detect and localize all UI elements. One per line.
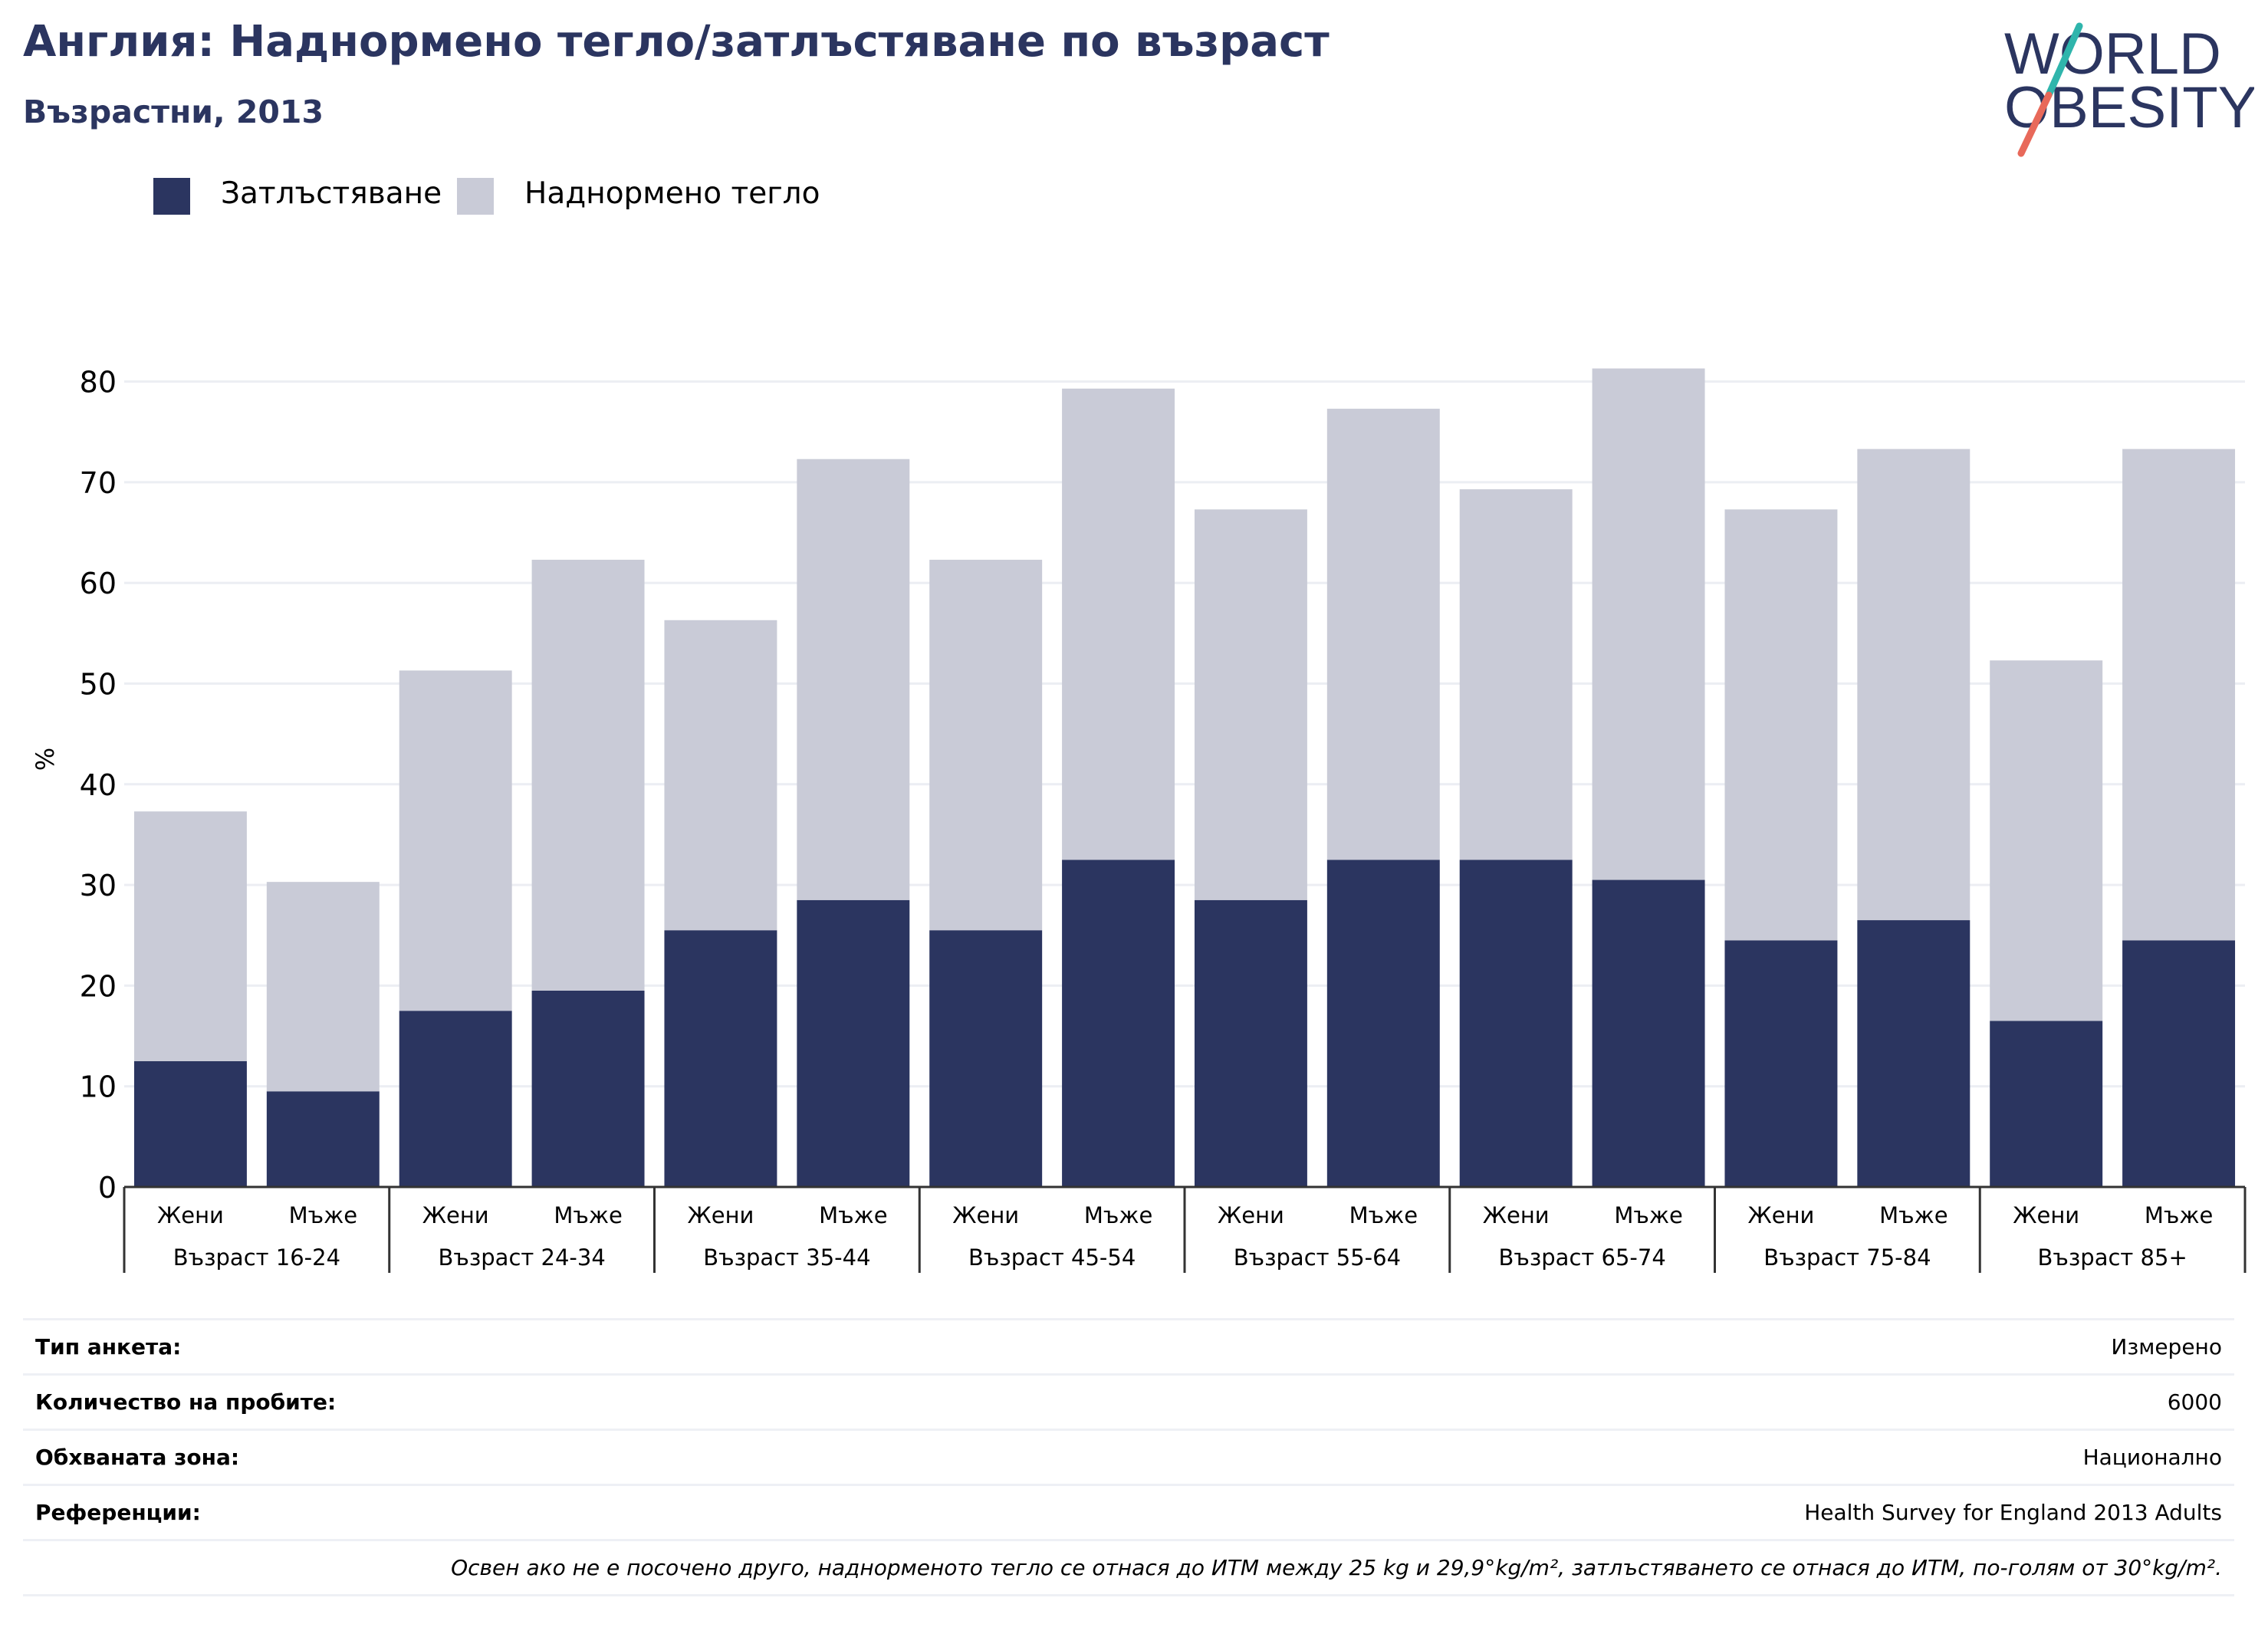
- bar-obesity: [399, 1011, 512, 1187]
- y-tick-label: 80: [80, 366, 117, 399]
- x-tick-label-sex: Мъже: [819, 1202, 887, 1228]
- legend-swatch-overweight: [457, 178, 494, 215]
- x-tick-label-sex: Мъже: [2145, 1202, 2213, 1228]
- y-axis-label: %: [31, 748, 60, 771]
- info-label: Обхваната зона:: [23, 1429, 961, 1485]
- logo-slash-teal: [2045, 22, 2083, 99]
- info-row-footnote: Освен ако не е посочено друго, наднормен…: [23, 1539, 2234, 1596]
- info-value: 6000: [960, 1373, 2234, 1430]
- legend-label-overweight: Наднормено тегло: [524, 176, 820, 211]
- info-value: Health Survey for England 2013 Adults: [960, 1484, 2234, 1540]
- page-subtitle: Възрастни, 2013: [23, 94, 324, 130]
- info-row-survey-type: Тип анкета: Измерено: [23, 1318, 2234, 1375]
- bar-overweight: [1459, 489, 1573, 860]
- x-tick-label-sex: Жени: [1483, 1202, 1550, 1228]
- info-row-references: Референции: Health Survey for England 20…: [23, 1484, 2234, 1540]
- bar-obesity: [1326, 860, 1440, 1187]
- x-tick-label-sex: Жени: [157, 1202, 224, 1228]
- info-row-sample-size: Количество на пробите: 6000: [23, 1373, 2234, 1430]
- logo-text-world: WORLD: [2004, 21, 2221, 87]
- bar-overweight: [1592, 368, 1705, 880]
- bar-obesity: [929, 930, 1043, 1187]
- bar-overweight: [266, 882, 380, 1092]
- y-tick-label: 10: [80, 1070, 117, 1104]
- x-group-label: Възраст 24-34: [438, 1244, 605, 1271]
- x-tick-label-sex: Жени: [422, 1202, 489, 1228]
- bar-overweight: [2122, 449, 2236, 941]
- bar-obesity: [133, 1060, 247, 1187]
- x-group-label: Възраст 45-54: [968, 1244, 1136, 1271]
- x-group-label: Възраст 75-84: [1763, 1244, 1931, 1271]
- x-tick-label-sex: Жени: [1218, 1202, 1284, 1228]
- info-row-coverage: Обхваната зона: Национално: [23, 1429, 2234, 1485]
- x-tick-label-sex: Мъже: [554, 1202, 622, 1228]
- bar-obesity: [1459, 860, 1573, 1187]
- bar-obesity: [1592, 879, 1705, 1187]
- x-tick-label-sex: Мъже: [1879, 1202, 1948, 1228]
- x-tick-label-sex: Мъже: [1349, 1202, 1418, 1228]
- x-tick-label-sex: Жени: [1747, 1202, 1814, 1228]
- y-tick-label: 50: [80, 668, 117, 702]
- page-title: Англия: Наднормено тегло/затлъстяване по…: [23, 17, 1330, 67]
- stacked-bar-chart: 0 10 20 30 40 50 60 70 80% Жени Мъже Жени Мъже Жени Мъ…: [31, 366, 2247, 1273]
- y-tick-label: 30: [80, 869, 117, 902]
- bar-overweight: [1990, 660, 2103, 1021]
- info-label: Количество на пробите:: [23, 1373, 961, 1430]
- info-label: Референции:: [23, 1484, 961, 1540]
- bar-obesity: [664, 930, 777, 1187]
- world-obesity-logo: WORLD OBESITY: [2004, 21, 2254, 157]
- y-tick-label: 60: [80, 567, 117, 600]
- y-tick-label: 40: [80, 768, 117, 802]
- x-group-label: Възраст 16-24: [173, 1244, 340, 1271]
- bar-obesity: [1724, 940, 1838, 1187]
- y-tick-label: 0: [98, 1171, 117, 1205]
- x-tick-label-sex: Мъже: [1084, 1202, 1152, 1228]
- legend-label-obesity: Затлъстяване: [221, 176, 442, 211]
- bar-overweight: [399, 670, 512, 1011]
- y-tick-label: 20: [80, 969, 117, 1003]
- x-group-label: Възраст 65-74: [1498, 1244, 1665, 1271]
- bar-obesity: [1194, 899, 1307, 1187]
- bar-overweight: [1062, 388, 1175, 860]
- bar-overweight: [1857, 449, 1971, 921]
- survey-info-table: Тип анкета: Измерено Количество на проби…: [23, 1318, 2234, 1596]
- x-group-label: Възраст 35-44: [703, 1244, 870, 1271]
- info-label: Тип анкета:: [23, 1318, 961, 1375]
- footnote: Освен ако не е посочено друго, наднормен…: [23, 1539, 2234, 1596]
- bar-obesity: [531, 990, 645, 1187]
- x-tick-label-sex: Мъже: [289, 1202, 357, 1228]
- logo-slash-coral: [2017, 91, 2053, 157]
- bar-overweight: [664, 620, 777, 931]
- x-tick-label-sex: Жени: [2013, 1202, 2079, 1228]
- x-group-label: Възраст 85+: [2038, 1244, 2187, 1271]
- bar-overweight: [1326, 409, 1440, 860]
- bar-obesity: [1857, 920, 1971, 1187]
- bar-overweight: [531, 560, 645, 991]
- info-value: Измерено: [960, 1318, 2234, 1375]
- bar-obesity: [266, 1091, 380, 1187]
- bar-obesity: [797, 899, 910, 1187]
- legend-swatch-obesity: [153, 178, 190, 215]
- x-group-label: Възраст 55-64: [1234, 1244, 1401, 1271]
- bar-obesity: [2122, 940, 2236, 1187]
- y-tick-label: 70: [80, 466, 117, 500]
- bar-overweight: [133, 811, 247, 1061]
- bar-overweight: [797, 459, 910, 900]
- x-tick-label-sex: Мъже: [1614, 1202, 1682, 1228]
- bar-obesity: [1062, 860, 1175, 1187]
- bar-overweight: [1194, 509, 1307, 900]
- bar-overweight: [1724, 509, 1838, 941]
- bar-obesity: [1990, 1021, 2103, 1187]
- info-value: Национално: [960, 1429, 2234, 1485]
- x-tick-label-sex: Жени: [952, 1202, 1019, 1228]
- bar-overweight: [929, 560, 1043, 931]
- x-tick-label-sex: Жени: [687, 1202, 754, 1228]
